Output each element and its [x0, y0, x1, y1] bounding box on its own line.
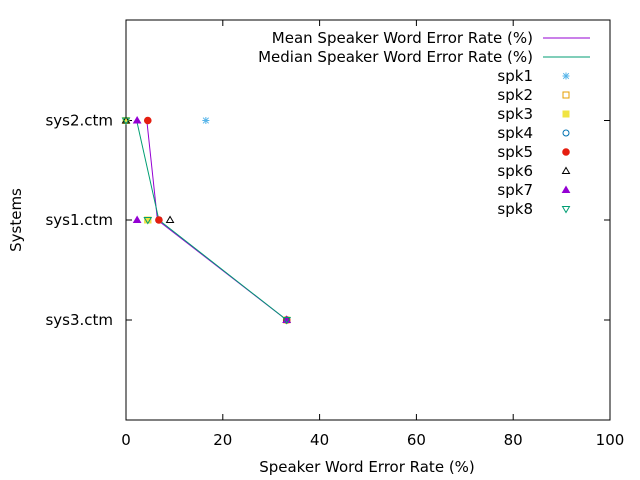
legend-marker-spk6 [561, 166, 571, 174]
legend-label: spk5 [497, 143, 533, 161]
y-tick-label: sys3.ctm [45, 311, 113, 329]
legend-label: spk3 [497, 105, 533, 123]
point-spk8 [121, 117, 131, 125]
legend-marker-spk1 [562, 72, 570, 80]
legend: Mean Speaker Word Error Rate (%)Median S… [258, 29, 590, 218]
x-tick-label: 60 [407, 431, 426, 449]
x-axis-label: Speaker Word Error Rate (%) [259, 458, 475, 476]
axes: 0 20 40 60 80 100 sys3.ctm sys1.ctm sys2.ctm [45, 19, 625, 449]
legend-marker-spk7 [561, 185, 571, 193]
point-spk6 [121, 116, 131, 124]
legend-label: spk1 [497, 67, 533, 85]
legend-label: spk6 [497, 162, 533, 180]
x-tick-label: 0 [121, 431, 131, 449]
point-spk8 [143, 217, 153, 225]
data-points [121, 116, 292, 325]
legend-label: Mean Speaker Word Error Rate (%) [272, 29, 533, 47]
point-spk5 [143, 116, 152, 125]
legend-marker-spk8 [561, 206, 571, 214]
legend-marker-spk5 [562, 148, 570, 156]
x-tick-label: 80 [504, 431, 523, 449]
legend-label: spk7 [497, 181, 533, 199]
point-spk7 [132, 215, 142, 223]
point-spk8 [282, 317, 292, 325]
point-spk6 [165, 215, 175, 223]
legend-label: Median Speaker Word Error Rate (%) [258, 48, 533, 66]
x-tick-label: 100 [596, 431, 625, 449]
legend-marker-spk4 [562, 129, 570, 137]
point-spk1 [202, 117, 210, 124]
point-spk5 [155, 216, 163, 224]
legend-label: spk4 [497, 124, 533, 142]
y-axis-label: Systems [7, 188, 25, 252]
x-tick-label: 20 [213, 431, 232, 449]
legend-marker-spk3 [562, 110, 570, 118]
y-tick-label: sys1.ctm [45, 211, 113, 229]
point-spk7 [132, 116, 142, 124]
plot-frame [125, 19, 611, 421]
x-tick-label: 40 [310, 431, 329, 449]
y-tick-label: sys2.ctm [45, 112, 113, 130]
legend-label: spk8 [497, 200, 533, 218]
legend-label: spk2 [497, 86, 533, 104]
legend-marker-spk2 [562, 91, 570, 99]
